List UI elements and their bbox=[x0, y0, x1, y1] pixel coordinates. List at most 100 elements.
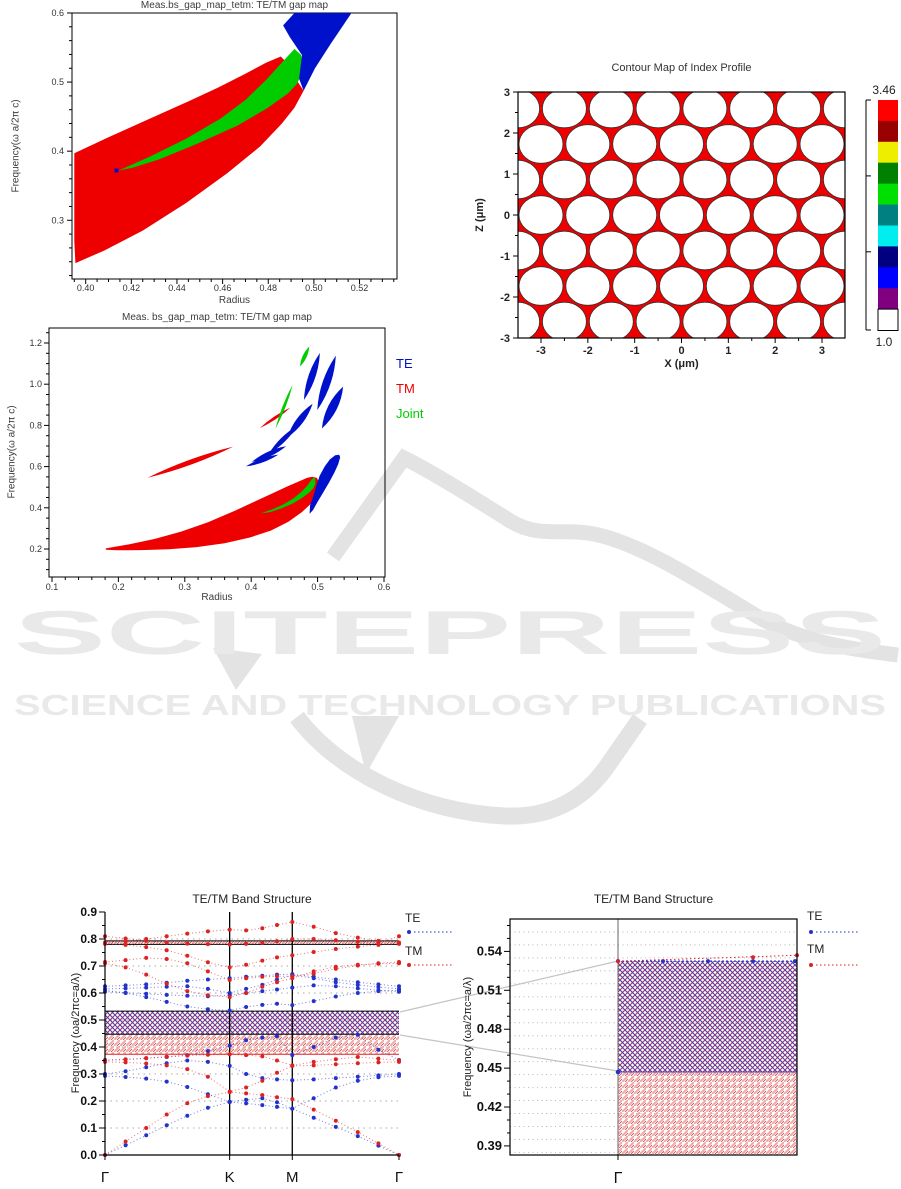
air-hole bbox=[518, 124, 564, 164]
chart-title: Meas. bs_gap_map_tetm: TE/TM gap map bbox=[122, 312, 312, 323]
joint-gap-region bbox=[260, 477, 316, 514]
band-point bbox=[205, 977, 210, 982]
x-tick-label: 0.5 bbox=[311, 582, 324, 592]
band-point bbox=[244, 976, 249, 981]
band-point bbox=[397, 960, 401, 964]
colorbar-segment bbox=[878, 288, 898, 310]
band-line bbox=[104, 1053, 400, 1066]
y-axis-label: Z (μm) bbox=[474, 198, 486, 232]
y-tick-label: 0.4 bbox=[51, 146, 64, 156]
band-point bbox=[275, 974, 279, 979]
air-hole bbox=[518, 159, 540, 200]
band-point bbox=[123, 986, 128, 991]
band-point bbox=[164, 1079, 169, 1084]
band-point bbox=[333, 1062, 338, 1067]
band-point bbox=[227, 1099, 232, 1104]
band-line bbox=[104, 1101, 400, 1156]
band-point bbox=[144, 982, 149, 987]
band-point bbox=[751, 955, 755, 960]
band-point bbox=[227, 995, 232, 1000]
band-point bbox=[205, 1074, 210, 1079]
air-hole bbox=[682, 230, 728, 271]
watermark-arrowhead-icon bbox=[213, 648, 262, 690]
legend-marker-tm bbox=[809, 963, 813, 967]
band-point bbox=[333, 984, 338, 989]
air-hole bbox=[729, 230, 775, 271]
band-point bbox=[227, 978, 232, 982]
band-point bbox=[205, 986, 210, 991]
band-point bbox=[311, 974, 316, 979]
y-axis-label: Frequency (ωa/2πc=a/λ) bbox=[70, 972, 82, 1094]
band-point bbox=[376, 940, 381, 945]
air-hole bbox=[518, 301, 540, 338]
axes: 0.40 0.42 0.44 0.46 0.48 0.50 0.52 0.3 0.4 0.5 0.6 bbox=[51, 8, 395, 293]
k-point-label: Γ bbox=[101, 1169, 109, 1186]
band-point bbox=[144, 1076, 149, 1081]
band-line bbox=[104, 984, 400, 997]
band-point bbox=[397, 984, 401, 989]
air-hole bbox=[588, 301, 634, 338]
x-tick-label: 0.48 bbox=[259, 283, 277, 293]
band-point bbox=[244, 1072, 249, 1076]
band-series-te bbox=[615, 959, 797, 1075]
y-tick-label: 0.2 bbox=[29, 544, 42, 554]
x-tick-label: 0.44 bbox=[168, 283, 186, 293]
y-tick-label: -3 bbox=[500, 333, 510, 345]
legend: TE TM Joint bbox=[396, 356, 424, 421]
band-point bbox=[144, 995, 149, 1000]
band-point bbox=[355, 1055, 360, 1059]
band-point bbox=[333, 938, 338, 943]
x-tick-label: -1 bbox=[630, 345, 640, 357]
gap-map-full-chart: 0.1 0.2 0.3 0.4 0.5 0.6 0.2 0.4 0.6 0.8 1.0 1.2 TE TM… bbox=[0, 310, 460, 610]
band-point bbox=[260, 958, 265, 963]
band-point bbox=[275, 939, 279, 944]
y-tick-label: 0.5 bbox=[80, 1013, 97, 1027]
band-point bbox=[164, 948, 169, 953]
y-tick-label: -2 bbox=[500, 292, 510, 304]
band-point bbox=[311, 924, 316, 929]
band-point bbox=[123, 958, 128, 963]
band-point bbox=[244, 1091, 249, 1096]
band-point bbox=[333, 947, 338, 951]
band-point bbox=[205, 929, 210, 934]
chart-title: TE/TM Band Structure bbox=[593, 892, 714, 906]
band-point bbox=[376, 1060, 381, 1065]
band-point bbox=[793, 959, 797, 964]
x-tick-label: 0.50 bbox=[305, 283, 323, 293]
band-point bbox=[333, 1076, 338, 1081]
air-hole bbox=[612, 266, 658, 306]
band-point bbox=[275, 1104, 279, 1109]
band-point bbox=[275, 1001, 279, 1006]
band-point bbox=[244, 941, 249, 946]
band-point bbox=[355, 935, 360, 940]
plot-area bbox=[48, 327, 386, 578]
band-line bbox=[104, 1034, 400, 1061]
band-point bbox=[260, 926, 265, 931]
band-line bbox=[104, 1061, 400, 1093]
air-hole bbox=[705, 266, 751, 306]
air-hole bbox=[823, 301, 845, 338]
band-point bbox=[275, 1034, 279, 1039]
band-point bbox=[205, 1052, 210, 1057]
band-point bbox=[290, 953, 295, 958]
band-line bbox=[104, 974, 400, 994]
band-point bbox=[290, 1106, 295, 1111]
te-gap-region bbox=[283, 13, 352, 91]
band-point bbox=[227, 1089, 232, 1094]
air-hole bbox=[799, 124, 845, 164]
air-hole bbox=[542, 159, 587, 200]
x-tick-label: 0.2 bbox=[112, 582, 125, 592]
band-point bbox=[376, 982, 381, 987]
band-structure-plot: 0.0 0.1 0.2 0.3 0.4 0.5 0.6 0.7 0.8 0.9 Γ K M Γ TE TM bbox=[80, 905, 452, 1186]
joint-gap-band bbox=[618, 961, 797, 1073]
band-point bbox=[290, 1003, 295, 1008]
air-hole bbox=[752, 195, 798, 235]
colorbar-segment bbox=[878, 141, 898, 164]
y-tick-label: 0.1 bbox=[80, 1121, 97, 1135]
chart-title: Meas.bs_gap_map_tetm: TE/TM gap map bbox=[140, 0, 329, 11]
legend-label-tm: TM bbox=[405, 944, 422, 958]
band-point bbox=[260, 1054, 265, 1059]
band-point bbox=[164, 940, 169, 945]
y-tick-label: 2 bbox=[504, 128, 510, 140]
